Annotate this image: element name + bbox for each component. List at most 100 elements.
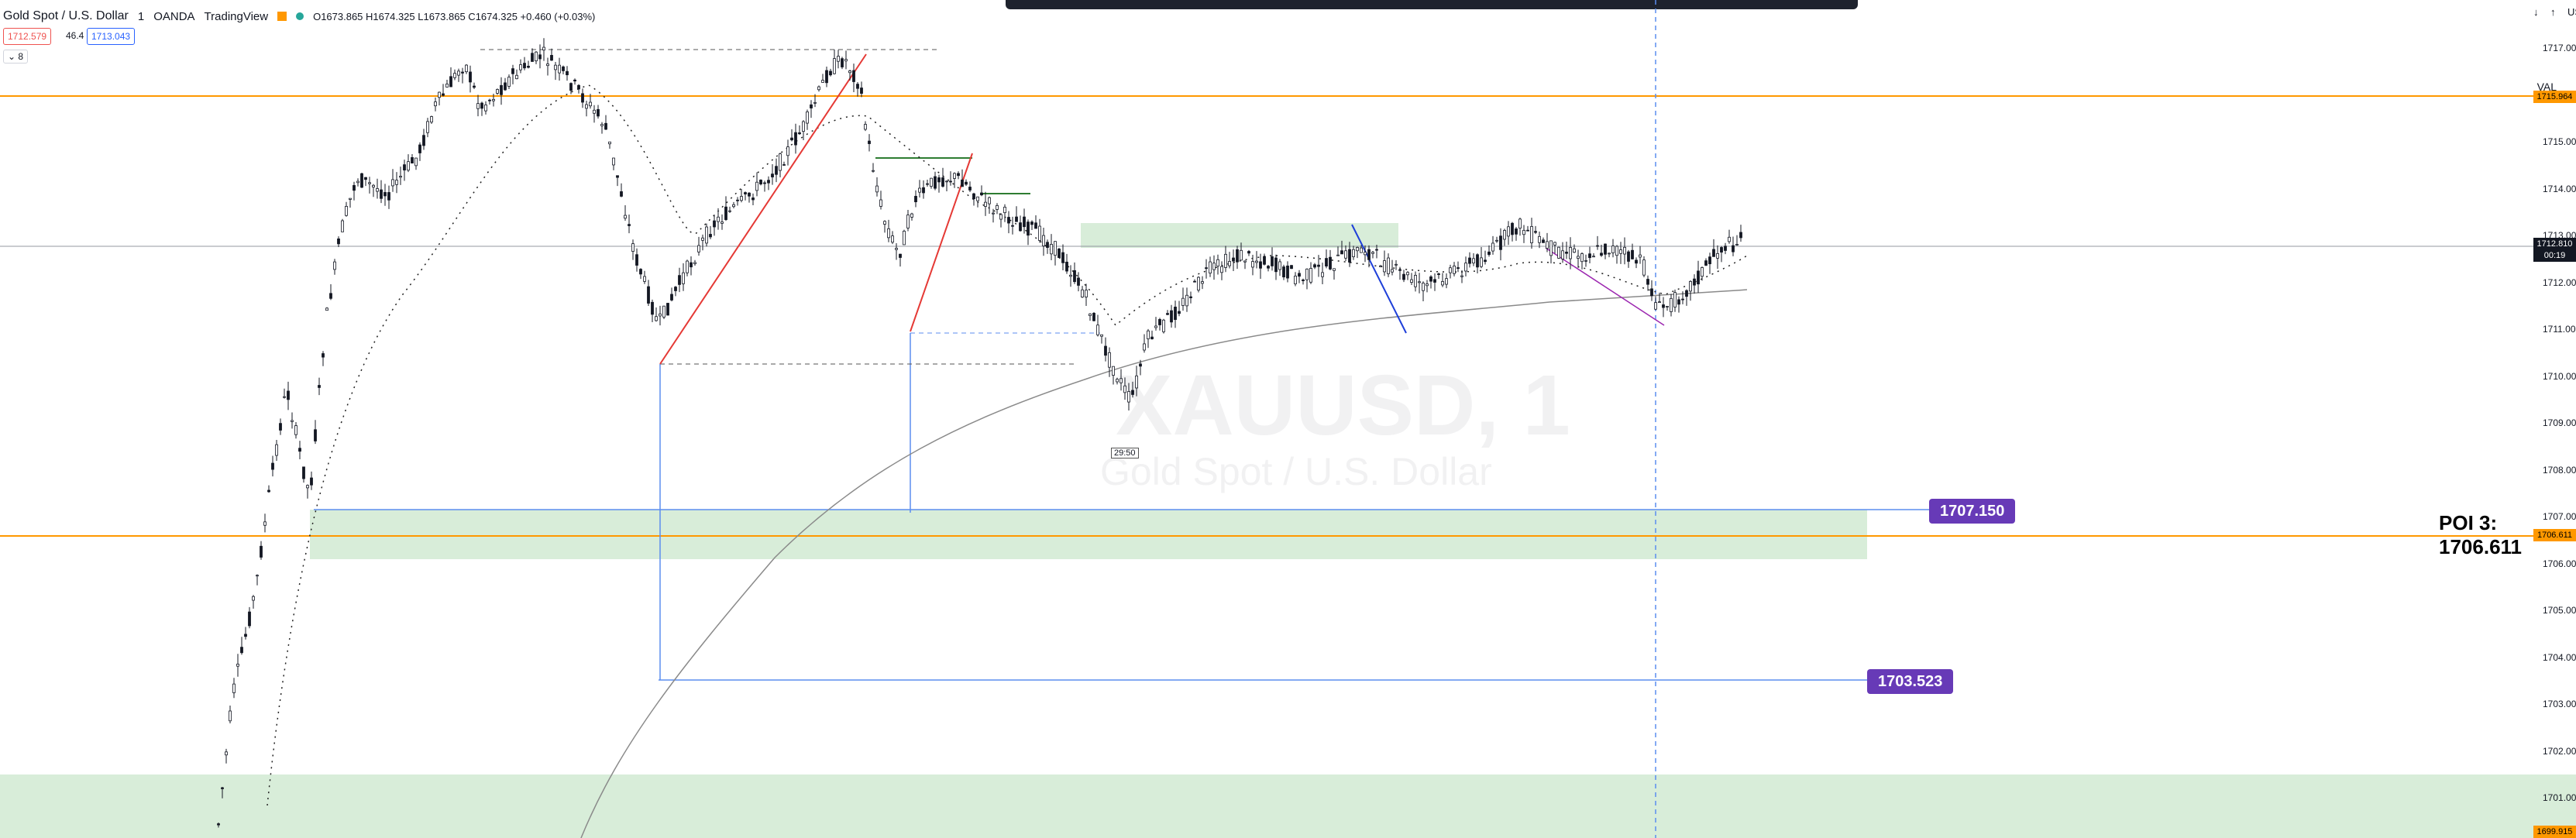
- candle-body: [302, 466, 305, 479]
- candle-body: [1611, 246, 1615, 254]
- candle-body: [821, 80, 824, 83]
- candle-body: [856, 84, 859, 89]
- candle-body: [1449, 267, 1452, 273]
- candle-body: [1573, 248, 1576, 253]
- candle-body: [608, 141, 611, 145]
- candle-body: [511, 68, 514, 74]
- buy-button[interactable]: 1713.043: [87, 28, 136, 45]
- currency-selector[interactable]: USD: [2567, 6, 2576, 18]
- candle-body: [1445, 278, 1448, 285]
- candle-body: [984, 201, 987, 207]
- sell-button[interactable]: 1712.579: [3, 28, 52, 45]
- candle-body: [1658, 301, 1661, 304]
- candle-body: [1422, 283, 1425, 291]
- target-lower-badge[interactable]: 1703.523: [1867, 669, 1954, 694]
- candle-body: [449, 76, 452, 88]
- candle-body: [488, 99, 491, 101]
- drawing-toolbar[interactable]: [1006, 0, 1858, 9]
- candle-body: [469, 71, 472, 83]
- candle-body: [1123, 385, 1126, 393]
- candle-body: [1635, 259, 1638, 264]
- indicators-collapse-button[interactable]: ⌄ 8: [3, 50, 29, 64]
- candle-body: [341, 220, 344, 232]
- interval-label[interactable]: 1: [137, 9, 145, 23]
- candle-body: [1154, 325, 1157, 328]
- candle-body: [1069, 274, 1072, 277]
- candle-body: [519, 64, 522, 70]
- price-tick: 1714.000: [2543, 183, 2576, 194]
- candle-body: [651, 301, 654, 315]
- candle-body: [1673, 292, 1677, 307]
- candle-body: [1220, 266, 1223, 273]
- candle-body: [252, 596, 255, 601]
- candle-body: [236, 664, 239, 667]
- candle-body: [937, 177, 941, 183]
- candle-body: [310, 477, 313, 486]
- candle-body: [267, 489, 270, 493]
- candle-body: [1178, 311, 1181, 314]
- candle-body: [275, 444, 278, 456]
- arrow-down-icon[interactable]: ↓: [2533, 6, 2539, 18]
- candle-body: [1065, 261, 1068, 272]
- candle-body: [682, 272, 685, 284]
- candle-body: [465, 64, 468, 73]
- symbol-header: Gold Spot / U.S. Dollar 1 OANDA TradingV…: [3, 8, 595, 25]
- bottom-price-label: 1699.915: [2533, 826, 2576, 838]
- candle-body: [593, 109, 596, 114]
- price-tick: 1715.000: [2543, 136, 2576, 147]
- candle-body: [1433, 279, 1436, 283]
- flag-icon[interactable]: [277, 12, 287, 21]
- candle-body: [1515, 228, 1518, 235]
- candle-body: [662, 305, 665, 318]
- candle-body: [531, 53, 534, 62]
- candle-body: [1383, 260, 1386, 273]
- candle-body: [1402, 273, 1405, 280]
- red-trendline-1[interactable]: [659, 53, 867, 365]
- candle-body: [577, 84, 580, 90]
- price-tick: 1717.000: [2543, 43, 2576, 53]
- candle-body: [1429, 276, 1432, 282]
- target-upper-badge[interactable]: 1707.150: [1929, 499, 2016, 524]
- candle-body: [1565, 251, 1568, 254]
- candle-body: [817, 86, 820, 91]
- blue-trendline-a[interactable]: [1351, 224, 1407, 334]
- candle-body: [438, 91, 441, 98]
- candle-body: [1511, 222, 1514, 235]
- candle-body: [484, 105, 487, 112]
- candle-body: [1367, 249, 1371, 260]
- candle-body: [1681, 298, 1684, 301]
- candle-body: [988, 197, 991, 204]
- candle-body: [1224, 253, 1227, 268]
- arrow-up-icon[interactable]: ↑: [2550, 6, 2556, 18]
- candle-body: [1003, 207, 1006, 214]
- candle-body: [1309, 268, 1312, 283]
- candle-body: [868, 140, 871, 144]
- candle-body: [1549, 240, 1553, 256]
- candle-body: [1639, 254, 1642, 258]
- candle-body: [337, 239, 340, 245]
- candle-body: [751, 197, 755, 201]
- candle-body: [701, 237, 704, 241]
- candle-body: [538, 54, 542, 60]
- ma-long: [580, 289, 1748, 838]
- candle-body: [941, 177, 944, 187]
- candle-body: [1305, 268, 1309, 280]
- candle-body: [1348, 249, 1351, 263]
- candle-body: [1112, 366, 1115, 376]
- symbol-title[interactable]: Gold Spot / U.S. Dollar: [3, 9, 129, 22]
- candle-body: [612, 157, 615, 166]
- candle-body: [914, 195, 917, 203]
- candle-body: [802, 121, 805, 132]
- candle-body: [1697, 270, 1700, 285]
- candle-body: [1507, 226, 1510, 237]
- candle-body: [314, 429, 317, 441]
- purple-trendline[interactable]: [1545, 247, 1665, 326]
- candle-body: [1174, 307, 1177, 321]
- candle-body: [1209, 261, 1212, 274]
- demand-zone-bottom: [0, 774, 2576, 838]
- candle-body: [693, 262, 696, 264]
- candle-body: [759, 180, 762, 185]
- candle-body: [1557, 246, 1560, 259]
- candle-body: [1642, 259, 1646, 276]
